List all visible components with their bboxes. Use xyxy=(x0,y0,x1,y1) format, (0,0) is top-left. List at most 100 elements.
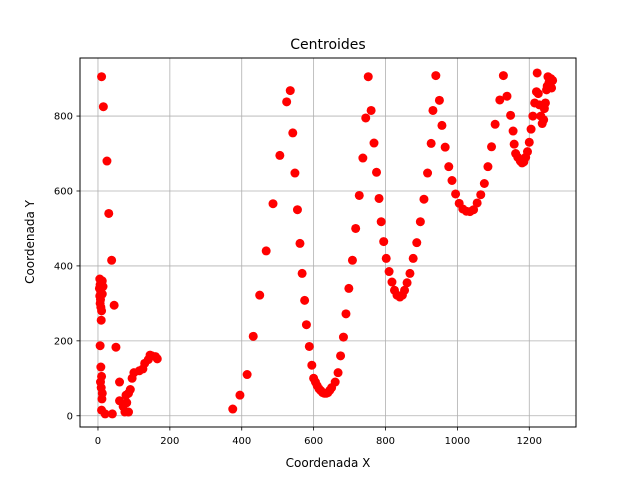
data-point xyxy=(347,255,357,265)
data-point xyxy=(381,253,391,263)
data-point xyxy=(476,190,486,200)
data-point xyxy=(426,138,436,148)
data-point xyxy=(405,268,415,278)
data-point xyxy=(107,255,117,265)
data-point xyxy=(431,71,441,81)
data-point xyxy=(300,295,310,305)
data-point xyxy=(408,253,418,263)
data-point xyxy=(532,68,542,78)
data-point xyxy=(509,139,519,149)
data-point xyxy=(490,119,500,129)
data-point xyxy=(290,168,300,178)
x-tick-label: 1000 xyxy=(445,436,470,447)
data-point xyxy=(96,362,106,372)
data-point xyxy=(372,167,382,177)
data-point xyxy=(111,342,121,352)
data-point xyxy=(522,147,532,157)
data-point xyxy=(109,300,119,310)
data-point xyxy=(506,110,516,120)
data-point xyxy=(379,237,389,247)
x-axis-ticks: 0 200 400 600 800 1000 1200 xyxy=(95,427,542,447)
data-point xyxy=(152,354,162,364)
data-point xyxy=(440,142,450,152)
data-point xyxy=(366,105,376,115)
y-tick-label: 200 xyxy=(54,336,73,347)
data-point xyxy=(292,205,302,215)
data-point xyxy=(524,137,534,147)
axes-frame xyxy=(79,57,577,428)
data-point xyxy=(358,153,368,163)
data-point xyxy=(98,102,108,112)
data-point xyxy=(261,246,271,256)
data-points xyxy=(94,68,558,419)
x-tick-label: 200 xyxy=(160,436,179,447)
x-tick-label: 400 xyxy=(232,436,251,447)
data-point xyxy=(338,332,348,342)
data-point xyxy=(483,162,493,172)
data-point xyxy=(533,89,543,99)
x-axis-label: Coordenada X xyxy=(286,456,371,470)
chart-title: Centroides xyxy=(290,37,365,53)
data-point xyxy=(539,115,549,125)
data-point xyxy=(344,283,354,293)
data-point xyxy=(297,268,307,278)
data-point xyxy=(400,285,410,295)
data-point xyxy=(125,385,135,395)
x-tick-label: 1200 xyxy=(517,436,542,447)
y-tick-label: 600 xyxy=(54,186,73,197)
data-point xyxy=(472,198,482,208)
data-point xyxy=(528,111,538,121)
data-point xyxy=(275,150,285,160)
data-point xyxy=(548,75,558,85)
data-point xyxy=(242,370,252,380)
data-point xyxy=(412,238,422,248)
data-point xyxy=(301,320,311,330)
data-point xyxy=(100,409,110,419)
data-point xyxy=(469,205,479,215)
y-axis-label: Coordenada Y xyxy=(23,199,37,284)
data-point xyxy=(102,156,112,166)
data-point xyxy=(447,176,457,186)
data-point xyxy=(415,217,425,227)
data-point xyxy=(304,341,314,351)
data-point xyxy=(402,278,412,288)
data-point xyxy=(248,331,258,341)
y-tick-label: 0 xyxy=(67,411,73,422)
data-point xyxy=(97,306,107,316)
data-point xyxy=(498,71,508,81)
x-tick-label: 0 xyxy=(95,436,101,447)
data-point xyxy=(122,398,132,408)
data-point xyxy=(387,277,397,287)
data-point xyxy=(98,282,108,292)
data-point xyxy=(487,142,497,152)
data-point xyxy=(428,105,438,115)
data-point xyxy=(115,377,125,387)
data-point xyxy=(97,289,107,299)
data-point xyxy=(330,377,340,387)
data-point xyxy=(96,315,106,325)
data-point xyxy=(354,190,364,200)
y-tick-label: 400 xyxy=(54,261,73,272)
data-point xyxy=(369,138,379,148)
data-point xyxy=(333,368,343,378)
data-point xyxy=(376,217,386,227)
data-point xyxy=(437,120,447,130)
data-point xyxy=(419,194,429,204)
data-point xyxy=(508,126,518,136)
data-point xyxy=(540,98,550,108)
data-point xyxy=(351,223,361,233)
data-point xyxy=(97,394,107,404)
x-tick-label: 600 xyxy=(304,436,323,447)
data-point xyxy=(547,83,557,93)
y-tick-label: 800 xyxy=(54,112,73,123)
data-point xyxy=(434,95,444,105)
data-point xyxy=(107,409,117,419)
data-point xyxy=(526,124,536,134)
data-point xyxy=(495,95,505,105)
data-point xyxy=(479,178,489,188)
data-point xyxy=(451,189,461,199)
data-point xyxy=(384,267,394,277)
data-point xyxy=(288,128,298,138)
data-point xyxy=(124,407,134,417)
